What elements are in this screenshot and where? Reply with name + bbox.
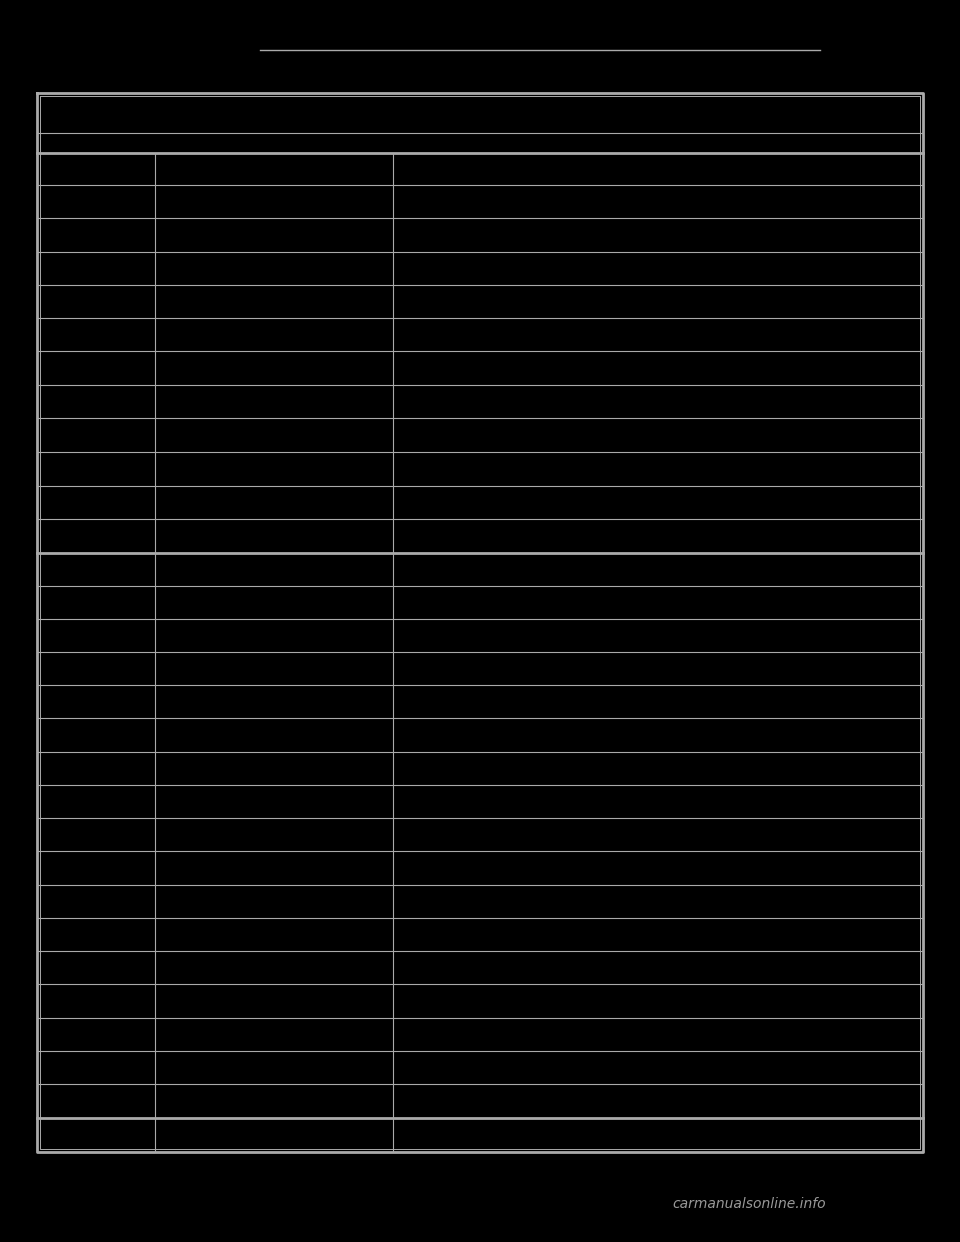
Text: carmanualsonline.info: carmanualsonline.info bbox=[672, 1197, 826, 1211]
